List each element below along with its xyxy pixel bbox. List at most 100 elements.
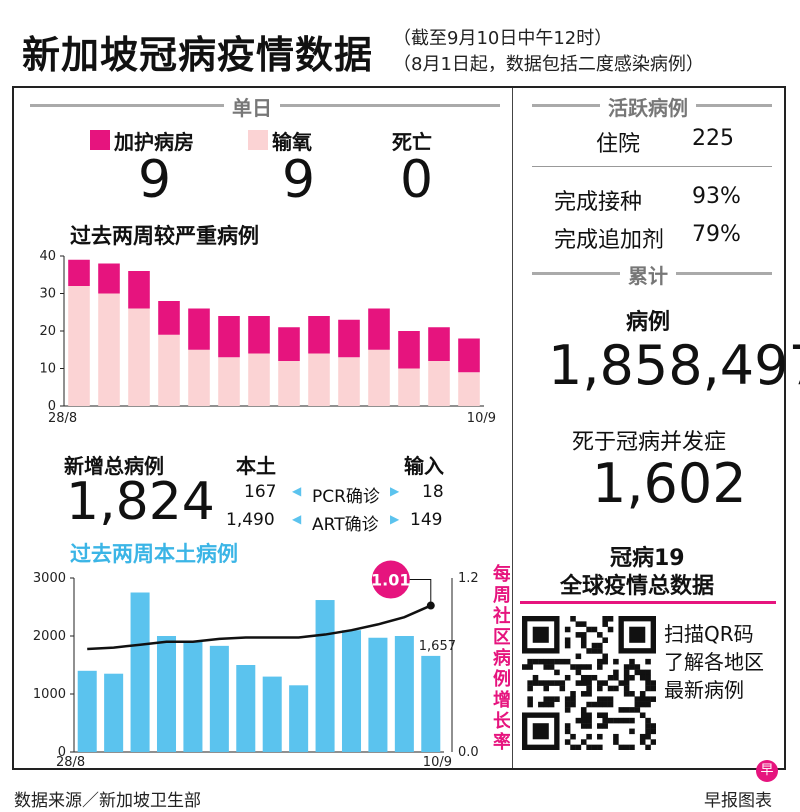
qr-module	[543, 701, 549, 708]
icu-bar	[128, 271, 150, 309]
qr-module	[543, 696, 549, 702]
qr-module	[645, 669, 651, 676]
qr-module	[634, 701, 641, 708]
vaccinated-value: 93%	[692, 184, 741, 209]
qr-module	[597, 696, 603, 702]
qr-module	[538, 658, 544, 665]
qr-module	[645, 658, 651, 665]
cumulative-cases-label: 病例	[626, 310, 671, 335]
qr-module	[575, 680, 582, 686]
oxygen-bar	[68, 286, 90, 406]
qr-module	[650, 685, 656, 692]
qr-module	[527, 658, 533, 665]
icu-bar	[338, 319, 360, 358]
pcr-import-value: 18	[422, 482, 444, 502]
qr-module	[645, 723, 651, 729]
oxygen-bar	[278, 361, 300, 406]
qr-module	[586, 674, 592, 681]
qr-module	[602, 717, 608, 724]
x-tick-label: 28/8	[48, 411, 77, 426]
qr-module	[527, 701, 533, 708]
local-cases-bar	[368, 637, 388, 752]
qr-module	[527, 685, 533, 692]
qr-module	[586, 712, 592, 719]
qr-module	[645, 728, 651, 735]
qr-module	[548, 664, 555, 670]
qr-module	[623, 664, 630, 670]
qr-module	[607, 674, 614, 681]
qr-module	[559, 658, 566, 665]
icu-bar	[218, 316, 240, 358]
local-cases-bar	[209, 645, 229, 752]
oxygen-bar	[158, 334, 180, 406]
qr-module	[650, 728, 656, 735]
qr-module	[597, 680, 603, 686]
icu-bar	[98, 263, 120, 294]
qr-module	[602, 658, 608, 665]
qr-module	[613, 685, 619, 692]
qr-module	[645, 680, 651, 686]
local-cases-bar	[421, 655, 441, 752]
subtitle-date: （截至9月10日中午12时）	[393, 28, 613, 49]
art-import-value: 149	[410, 510, 443, 530]
qr-module	[570, 733, 576, 740]
qr-module	[564, 728, 571, 735]
qr-module	[639, 669, 646, 676]
death-label: 死亡	[392, 130, 432, 154]
growth-rate-axis-label: 长	[493, 711, 510, 732]
oxygen-bar	[218, 357, 240, 406]
qr-module	[586, 733, 592, 740]
qr-module	[580, 707, 587, 713]
qr-module	[538, 701, 544, 708]
qr-module	[580, 674, 587, 681]
qr-module	[564, 707, 571, 713]
qr-module	[575, 632, 582, 638]
qr-module	[618, 680, 625, 686]
credit-note: 早报图表	[704, 791, 772, 811]
death-value: 0	[400, 150, 434, 210]
qr-module	[570, 691, 576, 697]
qr-module	[543, 664, 549, 670]
qr-module	[613, 733, 619, 740]
qr-module	[580, 621, 587, 627]
qr-module	[575, 664, 582, 670]
qr-module	[607, 685, 614, 692]
qr-code-icon[interactable]	[522, 616, 656, 750]
qr-module	[645, 696, 651, 702]
booster-value: 79%	[692, 222, 741, 247]
right-arrow-icon: ▶	[390, 484, 400, 498]
y-tick-label: 1000	[33, 687, 66, 702]
subtitle-note: （8月1日起，数据包括二度感染病例）	[393, 54, 704, 75]
qr-module	[623, 707, 630, 713]
qr-module	[586, 723, 592, 729]
qr-module	[564, 637, 571, 643]
qr-module	[586, 685, 592, 692]
qr-module	[548, 701, 555, 708]
qr-module	[564, 701, 571, 708]
qr-module	[629, 717, 635, 724]
qr-module	[650, 739, 656, 745]
oxygen-legend-swatch	[248, 130, 268, 150]
qr-finder	[532, 626, 549, 643]
qr-module	[602, 621, 608, 627]
qr-module	[570, 616, 576, 622]
qr-module	[527, 664, 533, 670]
global-title-line2: 全球疫情总数据	[560, 574, 715, 599]
qr-module	[629, 744, 635, 750]
oxygen-bar	[428, 361, 450, 406]
last-value-label: 1,657	[419, 639, 456, 654]
growth-rate-axis-label: 增	[493, 689, 510, 711]
callout-leader	[408, 579, 432, 606]
import-label: 输入	[404, 454, 444, 478]
qr-module	[639, 691, 646, 697]
oxygen-bar	[98, 293, 120, 406]
left-arrow-icon: ◀	[292, 512, 302, 526]
icu-bar	[308, 316, 330, 354]
icu-bar	[398, 331, 420, 369]
qr-module	[613, 717, 619, 724]
oxygen-value: 9	[282, 150, 316, 210]
growth-rate-axis-label: 病	[493, 647, 510, 669]
qr-module	[591, 674, 598, 681]
qr-module	[564, 739, 571, 745]
icu-bar	[368, 308, 390, 350]
